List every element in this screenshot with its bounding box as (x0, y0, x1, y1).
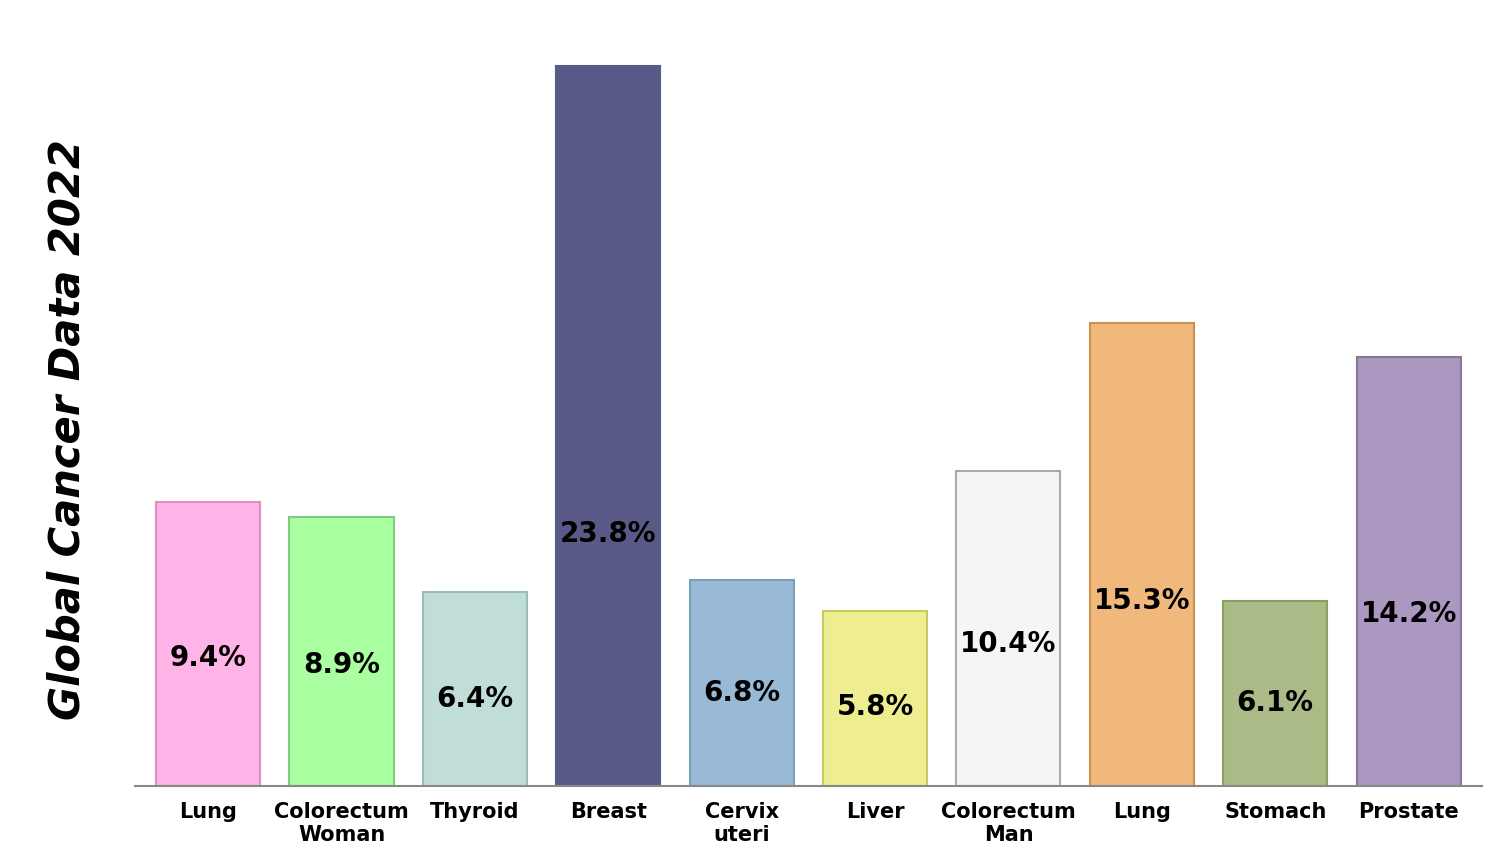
Text: 8.9%: 8.9% (302, 651, 380, 679)
Text: Global Cancer Data 2022: Global Cancer Data 2022 (46, 139, 88, 721)
Text: 14.2%: 14.2% (1361, 600, 1457, 628)
Bar (690, 580, 793, 786)
Bar (1090, 323, 1195, 786)
Text: 23.8%: 23.8% (560, 520, 657, 548)
Text: 5.8%: 5.8% (837, 693, 913, 721)
Bar (1223, 601, 1328, 786)
Bar (422, 593, 527, 786)
Bar (156, 501, 260, 786)
Bar (557, 66, 660, 786)
Text: 10.4%: 10.4% (960, 630, 1057, 659)
Bar (289, 517, 394, 786)
Text: 6.8%: 6.8% (704, 679, 780, 707)
Text: 15.3%: 15.3% (1094, 587, 1190, 615)
Bar (957, 471, 1060, 786)
Text: 6.4%: 6.4% (436, 685, 513, 713)
Text: 9.4%: 9.4% (169, 644, 247, 672)
Text: 6.1%: 6.1% (1237, 689, 1314, 717)
Bar (823, 611, 927, 786)
Bar (1356, 357, 1461, 786)
